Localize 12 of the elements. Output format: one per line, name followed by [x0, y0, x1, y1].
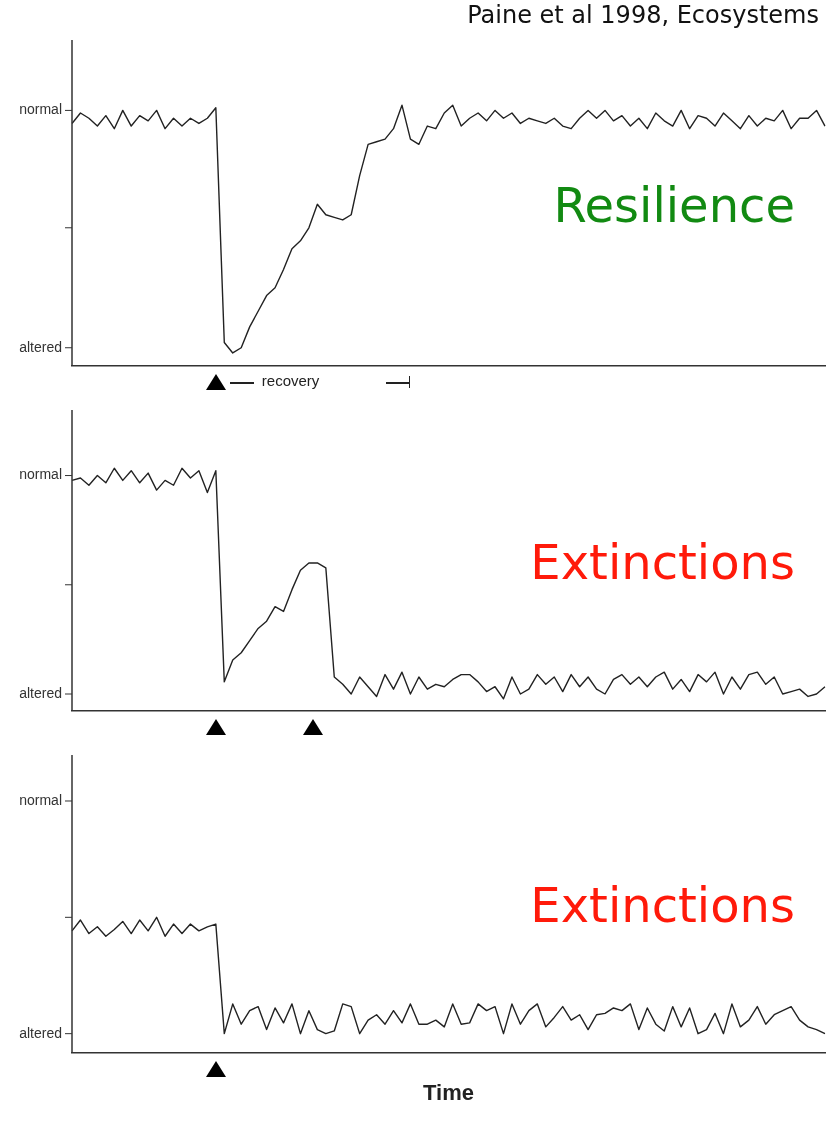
text: normal: [19, 101, 62, 118]
annotation: Extinctions: [530, 533, 795, 590]
text: recovery: [261, 372, 320, 390]
text: normal: [19, 791, 62, 808]
text: normal: [19, 466, 62, 483]
text: altered: [19, 338, 62, 355]
text: altered: [19, 1024, 62, 1041]
x-axis-title: Time: [423, 1079, 474, 1105]
annotation: Resilience: [553, 176, 795, 233]
annotation: Extinctions: [530, 877, 795, 934]
text: altered: [19, 684, 62, 701]
chart-title: Paine et al 1998, Ecosystems: [466, 0, 820, 30]
